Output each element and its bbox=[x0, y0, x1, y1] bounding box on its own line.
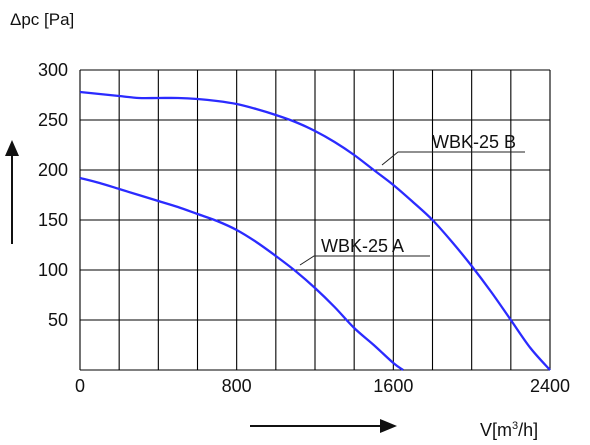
x-tick-label: 0 bbox=[75, 376, 85, 396]
y-tick-label: 150 bbox=[38, 210, 68, 230]
x-direction-arrow bbox=[250, 419, 397, 433]
leader-line bbox=[381, 151, 525, 166]
series-lines bbox=[79, 90, 551, 371]
x-axis-label-superscript: 3 bbox=[512, 420, 518, 432]
series-line-wbk-25-a bbox=[79, 176, 404, 371]
y-tick-label: 300 bbox=[38, 60, 68, 80]
x-axis-label-prefix: V[m bbox=[480, 420, 512, 440]
label-wbk-25-a: WBK-25 A bbox=[321, 236, 404, 256]
x-tick-label: 2400 bbox=[530, 376, 570, 396]
x-axis-label-suffix: /h] bbox=[518, 420, 538, 440]
annotations: WBK-25 B WBK-25 A bbox=[299, 132, 525, 266]
grid bbox=[79, 69, 551, 371]
label-wbk-25-b: WBK-25 B bbox=[432, 132, 516, 152]
y-tick-label: 100 bbox=[38, 260, 68, 280]
tick-labels: 50 100 150 200 250 300 0 800 1600 2400 bbox=[38, 60, 570, 396]
x-tick-label: 800 bbox=[222, 376, 252, 396]
y-axis-label: Δpc [Pa] bbox=[10, 10, 74, 29]
x-axis-label: V[m3/h] bbox=[480, 420, 538, 440]
x-tick-label: 1600 bbox=[373, 376, 413, 396]
leader-line bbox=[299, 255, 430, 266]
y-tick-label: 50 bbox=[48, 310, 68, 330]
series-line-wbk-25-b bbox=[79, 90, 551, 371]
y-direction-arrow bbox=[5, 140, 19, 244]
y-tick-label: 200 bbox=[38, 160, 68, 180]
y-tick-label: 250 bbox=[38, 110, 68, 130]
